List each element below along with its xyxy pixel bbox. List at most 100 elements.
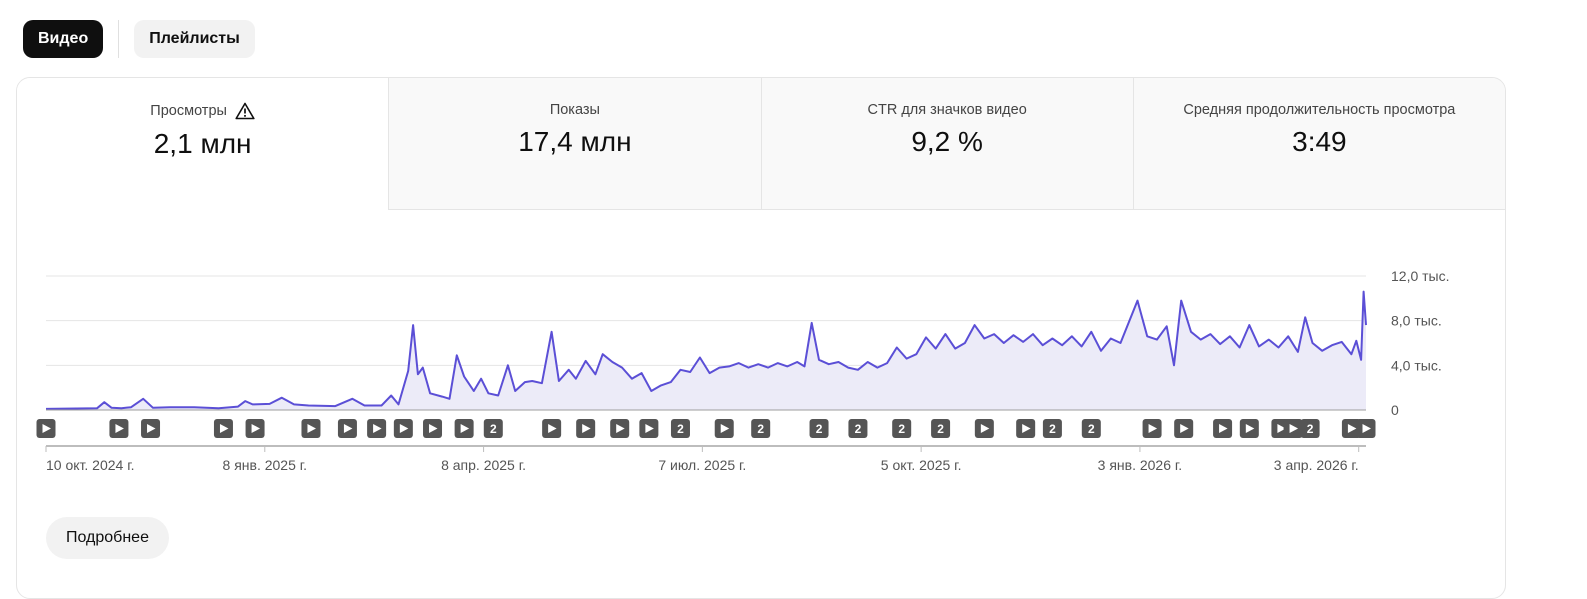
- video-marker[interactable]: [454, 419, 474, 438]
- video-count-marker[interactable]: 2: [848, 419, 868, 438]
- video-count-marker[interactable]: 2: [670, 419, 690, 438]
- video-marker[interactable]: [109, 419, 129, 438]
- marker-count: 2: [677, 422, 684, 436]
- marker-count: 2: [1049, 422, 1056, 436]
- metric-impressions-label: Показы: [549, 102, 600, 118]
- video-marker[interactable]: [423, 419, 443, 438]
- tab-videos[interactable]: Видео: [23, 20, 104, 58]
- x-tick-label: 5 окт. 2025 г.: [881, 457, 962, 473]
- video-marker[interactable]: [1239, 419, 1259, 438]
- video-marker[interactable]: [576, 419, 596, 438]
- video-marker[interactable]: [1356, 419, 1376, 438]
- video-count-marker[interactable]: 2: [751, 419, 771, 438]
- play-icon: [1148, 424, 1158, 433]
- play-icon: [1245, 424, 1255, 433]
- views-chart: 0 4,0 тыс. 8,0 тыс. 12,0 тыс. 2 2 2 2 2 2 2 2 2 2 10 о…: [36, 268, 1450, 473]
- play-icon: [251, 424, 261, 433]
- video-marker[interactable]: [542, 419, 562, 438]
- metric-avg-duration-label: Средняя продолжительность просмотра: [1183, 102, 1456, 118]
- play-icon: [115, 424, 124, 433]
- video-count-marker[interactable]: 2: [931, 419, 951, 438]
- marker-box: [483, 419, 503, 438]
- video-count-marker[interactable]: 2: [1042, 419, 1062, 438]
- marker-box: [1300, 419, 1320, 438]
- marker-box: [670, 419, 690, 438]
- video-marker[interactable]: [974, 419, 994, 438]
- video-count-marker[interactable]: 2: [1081, 419, 1101, 438]
- play-icon: [343, 424, 353, 433]
- video-marker[interactable]: [714, 419, 734, 438]
- video-marker[interactable]: [1283, 419, 1303, 438]
- video-marker[interactable]: [367, 419, 387, 438]
- y-tick-label: 4,0 тыс.: [1391, 357, 1442, 373]
- metric-avg-duration[interactable]: Средняя продолжительность просмотра 3:49: [1132, 78, 1505, 210]
- marker-box: [1042, 419, 1062, 438]
- x-tick-label: 3 янв. 2026 г.: [1098, 457, 1183, 473]
- video-marker[interactable]: [1174, 419, 1194, 438]
- play-icon: [399, 424, 409, 433]
- play-icon: [219, 424, 229, 433]
- marker-box: [848, 419, 868, 438]
- x-tick-label: 7 июл. 2025 г.: [658, 457, 746, 473]
- metric-views[interactable]: Просмотры 2,1 млн: [17, 78, 389, 210]
- metric-impressions-value: 17,4 млн: [518, 126, 632, 157]
- marker-count: 2: [937, 422, 944, 436]
- video-count-marker[interactable]: 2: [1300, 419, 1320, 438]
- video-marker[interactable]: [245, 419, 265, 438]
- play-icon: [582, 424, 591, 433]
- play-icon: [373, 424, 382, 433]
- marker-box: [931, 419, 951, 438]
- video-marker[interactable]: [610, 419, 630, 438]
- play-icon: [548, 424, 557, 433]
- tab-divider: [118, 20, 120, 58]
- play-icon: [645, 424, 654, 433]
- marker-box: [751, 419, 771, 438]
- video-marker[interactable]: [301, 419, 321, 438]
- x-tick-label: 8 янв. 2025 г.: [223, 457, 308, 473]
- metric-impressions[interactable]: Показы 17,4 млн: [388, 78, 761, 210]
- video-marker[interactable]: [1142, 419, 1162, 438]
- analytics-card: Просмотры 2,1 млн Показы 17,4 млн CTR дл…: [16, 77, 1506, 599]
- y-tick-label: 0: [1391, 402, 1399, 418]
- metric-views-label: Просмотры: [150, 103, 227, 119]
- video-marker[interactable]: [213, 419, 233, 438]
- y-tick-label: 12,0 тыс.: [1391, 268, 1450, 284]
- metric-ctr[interactable]: CTR для значков видео 9,2 %: [760, 78, 1133, 210]
- video-marker[interactable]: [1341, 419, 1361, 438]
- tab-playlists[interactable]: Плейлисты: [134, 20, 255, 58]
- play-icon: [1180, 424, 1189, 433]
- metric-views-value: 2,1 млн: [153, 128, 252, 159]
- metrics-row: Просмотры 2,1 млн Показы 17,4 млн CTR дл…: [17, 78, 1505, 210]
- play-icon: [1347, 424, 1357, 433]
- marker-box: [1081, 419, 1101, 438]
- video-marker[interactable]: [1016, 419, 1036, 438]
- marker-count: 2: [816, 422, 823, 436]
- video-marker[interactable]: [639, 419, 659, 438]
- video-marker[interactable]: [337, 419, 357, 438]
- marker-box: [809, 419, 829, 438]
- video-count-marker[interactable]: 2: [892, 419, 912, 438]
- warning-icon[interactable]: [235, 102, 255, 120]
- metric-ctr-value: 9,2 %: [911, 126, 983, 157]
- play-icon: [429, 424, 438, 433]
- video-count-marker[interactable]: 2: [483, 419, 503, 438]
- x-tick-label: 3 апр. 2026 г.: [1274, 457, 1359, 473]
- play-icon: [616, 424, 625, 433]
- marker-count: 2: [1307, 422, 1314, 436]
- more-details-button[interactable]: Подробнее: [46, 517, 169, 559]
- play-icon: [460, 424, 470, 433]
- x-tick-label: 10 окт. 2024 г.: [46, 457, 135, 473]
- marker-count: 2: [757, 422, 764, 436]
- video-marker[interactable]: [393, 419, 413, 438]
- video-count-marker[interactable]: 2: [809, 419, 829, 438]
- marker-count: 2: [855, 422, 862, 436]
- play-icon: [147, 424, 156, 433]
- play-icon: [1277, 424, 1286, 433]
- play-icon: [720, 424, 730, 433]
- video-marker[interactable]: [141, 419, 161, 438]
- play-icon: [1362, 424, 1371, 433]
- play-icon: [980, 424, 990, 433]
- video-marker[interactable]: [1213, 419, 1233, 438]
- video-marker[interactable]: [36, 419, 56, 438]
- marker-box: [892, 419, 912, 438]
